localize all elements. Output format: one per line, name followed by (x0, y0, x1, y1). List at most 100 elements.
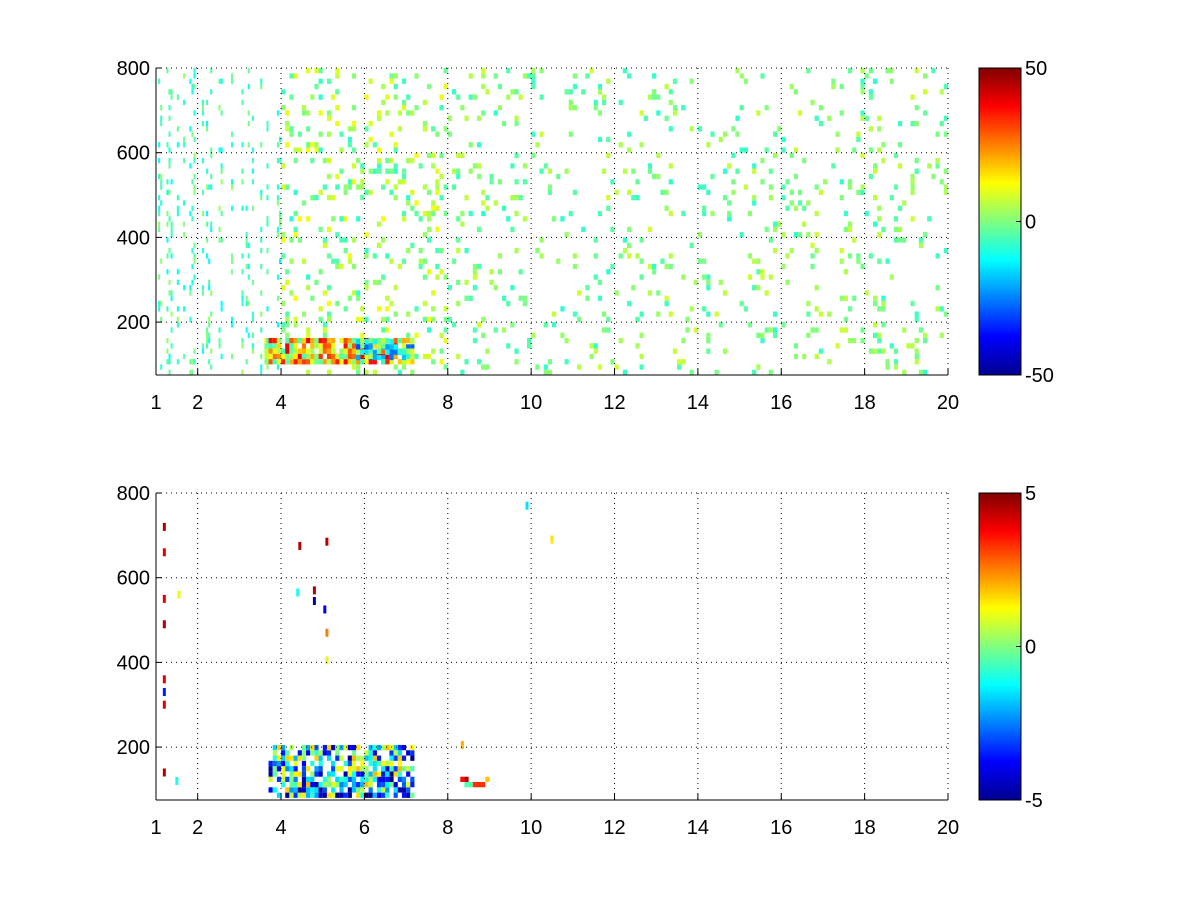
plot-area (156, 493, 948, 800)
heatmap-cell (289, 787, 294, 793)
heatmap-cell (668, 210, 673, 217)
heatmap-cell (410, 348, 415, 354)
heatmap-cell (368, 782, 373, 788)
heatmap-cell (251, 205, 254, 211)
heatmap-point (298, 541, 302, 550)
heatmap-cell (727, 200, 732, 206)
heatmap-cell (191, 216, 194, 222)
heatmap-cell (393, 744, 398, 751)
heatmap-cell (318, 348, 323, 354)
heatmap-cell (572, 189, 578, 196)
heatmap-cell (501, 120, 507, 127)
heatmap-point (312, 596, 316, 605)
heatmap-cell (664, 83, 669, 90)
heatmap-cell (297, 787, 302, 793)
heatmap-cell (689, 306, 694, 312)
heatmap-cell (285, 359, 290, 365)
heatmap-cell (451, 89, 457, 95)
heatmap-cell (372, 354, 377, 361)
heatmap-cell (170, 226, 173, 233)
heatmap-cell (201, 348, 204, 354)
heatmap-cell (910, 173, 915, 180)
heatmap-cell (364, 189, 369, 196)
y-tick-label: 200 (117, 737, 150, 759)
heatmap-cell (201, 189, 204, 196)
heatmap-cell (414, 152, 419, 158)
heatmap-cell (872, 332, 878, 338)
heatmap-cell (706, 189, 711, 196)
heatmap-cell (326, 253, 332, 259)
heatmap-cell (893, 359, 898, 365)
heatmap-cell (343, 776, 348, 782)
heatmap-cell (572, 105, 578, 111)
heatmap-cell (241, 99, 244, 106)
heatmap-cell (351, 364, 357, 370)
x-tick-label: 2 (192, 817, 203, 839)
heatmap-cell (456, 279, 461, 286)
heatmap-cell (260, 237, 263, 243)
heatmap-cell (393, 195, 398, 201)
heatmap-cell (351, 776, 357, 782)
heatmap-cell (526, 343, 532, 349)
heatmap-cell (314, 750, 319, 756)
heatmap-cell (191, 131, 194, 137)
heatmap-cell (314, 792, 319, 798)
heatmap-cell (310, 348, 315, 354)
heatmap-cell (318, 147, 323, 153)
heatmap-cell (493, 327, 498, 333)
heatmap-cell (170, 94, 173, 100)
heatmap-cell (864, 290, 869, 296)
heatmap-cell (285, 126, 290, 132)
heatmap-cell (697, 126, 703, 132)
heatmap-cell (281, 237, 286, 243)
heatmap-cell (183, 306, 186, 312)
heatmap-cell (206, 332, 209, 338)
heatmap-cell (406, 311, 411, 317)
heatmap-cell (672, 110, 678, 116)
heatmap-cell (639, 110, 644, 116)
heatmap-cell (241, 168, 244, 174)
heatmap-cell (568, 131, 573, 137)
heatmap-cell (747, 210, 753, 217)
heatmap-cell (585, 73, 590, 79)
heatmap-cell (397, 348, 402, 354)
heatmap-cell (797, 189, 803, 196)
heatmap-cell (272, 353, 277, 360)
heatmap-cell (168, 189, 171, 196)
heatmap-cell (208, 332, 211, 338)
heatmap-cell (847, 68, 853, 74)
heatmap-cell (276, 195, 279, 201)
heatmap-cell (406, 332, 411, 338)
heatmap-cell (706, 337, 711, 344)
heatmap-cell (468, 168, 473, 174)
heatmap-cell (710, 131, 715, 137)
heatmap-cell (497, 269, 502, 275)
heatmap-cell (381, 99, 386, 106)
heatmap-cell (301, 359, 307, 365)
heatmap-cell (381, 337, 386, 344)
heatmap-cell (322, 157, 327, 164)
heatmap-cell (460, 152, 465, 158)
heatmap-cell (393, 142, 398, 148)
heatmap-cell (772, 131, 778, 137)
heatmap-cell (568, 210, 573, 217)
heatmap-cell (318, 792, 323, 798)
heatmap-cell (339, 337, 344, 344)
heatmap-cell (170, 221, 173, 227)
heatmap-cell (268, 776, 273, 782)
heatmap-cell (476, 115, 482, 121)
heatmap-cell (251, 279, 254, 286)
heatmap-cell (501, 205, 507, 211)
heatmap-cell (752, 369, 757, 375)
heatmap-cell (877, 232, 882, 238)
heatmap-cell (756, 285, 761, 291)
heatmap-cell (922, 73, 928, 79)
heatmap-cell (293, 776, 298, 782)
heatmap-cell (293, 353, 298, 360)
heatmap-cell (476, 782, 482, 788)
heatmap-cell (331, 337, 336, 344)
heatmap-cell (760, 269, 765, 275)
heatmap-cell (414, 353, 419, 360)
heatmap-cell (231, 322, 234, 328)
heatmap-cell (656, 311, 661, 317)
